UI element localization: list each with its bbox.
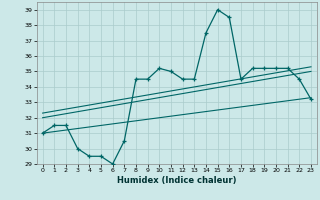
X-axis label: Humidex (Indice chaleur): Humidex (Indice chaleur) (117, 176, 236, 185)
